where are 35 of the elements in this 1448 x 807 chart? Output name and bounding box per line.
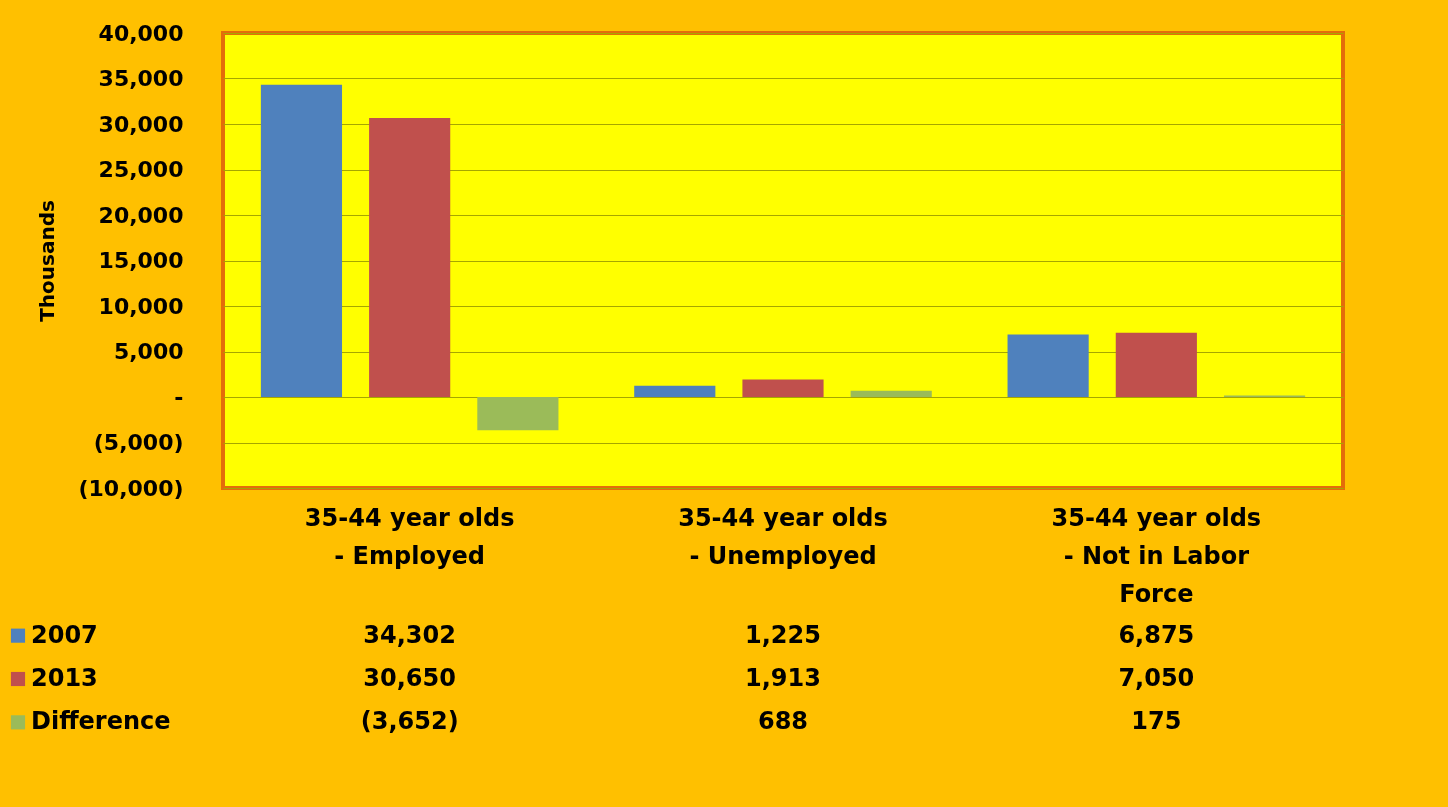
x-tick-label: 35-44 year olds - Not in Labor Force	[1051, 503, 1262, 608]
y-tick-label: 35,000	[98, 66, 184, 91]
bar	[742, 379, 824, 397]
y-tick-label: 10,000	[98, 293, 184, 319]
bar	[634, 385, 716, 397]
y-tick-label: 20,000	[98, 202, 184, 228]
y-tick-label: 25,000	[98, 157, 184, 182]
y-tick-label: 5,000	[113, 339, 184, 364]
y-tick-label: 15,000	[98, 248, 184, 273]
data-label: (3,652)	[360, 707, 459, 736]
y-tick-label: (10,000)	[78, 475, 184, 501]
data-label: 7,050	[1118, 664, 1195, 692]
bar	[1007, 334, 1089, 397]
legend-label: Difference	[31, 707, 171, 736]
x-tick-label: 35-44 year olds - Unemployed	[678, 503, 888, 570]
x-tick-label: 35-44 year olds - Employed	[304, 503, 515, 570]
data-label: 6,875	[1118, 620, 1195, 649]
bar	[477, 397, 559, 431]
data-label: 1,225	[745, 620, 821, 649]
y-tick-label: 40,000	[98, 20, 184, 46]
bar	[1115, 332, 1197, 397]
data-label: 30,650	[363, 664, 456, 692]
legend-label: 2007	[31, 620, 98, 649]
data-label: 688	[757, 707, 809, 736]
y-tick-label: (5,000)	[93, 430, 184, 455]
y-tick-label: -	[174, 384, 184, 410]
data-label: 1,913	[745, 664, 821, 692]
legend-label: 2013	[31, 664, 98, 692]
bar	[260, 84, 343, 397]
data-label: 34,302	[363, 620, 456, 649]
y-axis-title: Thousands	[35, 200, 60, 322]
bar	[369, 118, 451, 397]
data-label: 175	[1131, 707, 1182, 736]
y-tick-label: 30,000	[98, 111, 184, 137]
bar	[850, 390, 932, 397]
